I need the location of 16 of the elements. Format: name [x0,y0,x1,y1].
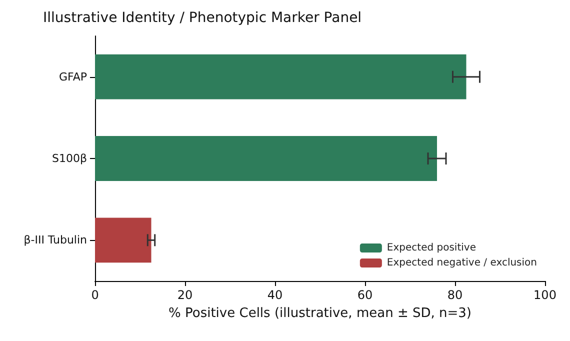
chart-title: Illustrative Identity / Phenotypic Marker Panel [43,10,362,26]
legend-label: Expected positive [386,242,476,254]
x-tick-label: 60 [357,288,373,302]
y-tick-label: GFAP [59,70,88,84]
x-tick-label: 80 [447,288,463,302]
x-axis-title: % Positive Cells (illustrative, mean ± SD, n=3) [168,306,472,321]
y-tick-label: β-III Tubulin [24,234,88,247]
bar [95,218,152,263]
legend-label: Expected negative / exclusion [386,258,538,268]
x-tick-label: 20 [177,288,193,302]
x-tick-label: 40 [267,288,283,302]
y-tick-label: S100β [52,152,87,165]
bar [95,136,437,181]
bar [95,54,466,100]
x-tick-label: 0 [91,288,99,302]
x-tick-label: 100 [534,288,556,302]
